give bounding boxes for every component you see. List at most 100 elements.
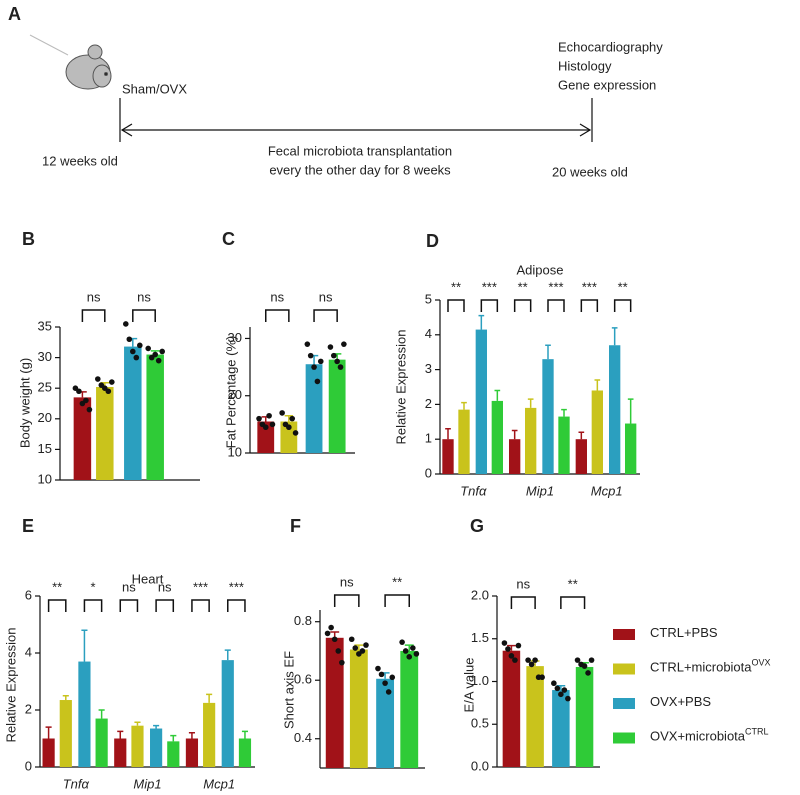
y-tick-label: 0.0 bbox=[471, 758, 489, 773]
data-point bbox=[86, 406, 93, 413]
data-point bbox=[314, 378, 321, 385]
error-bar bbox=[545, 344, 551, 360]
significance-label: ** bbox=[618, 279, 628, 294]
bar bbox=[609, 345, 621, 474]
bar bbox=[114, 738, 127, 767]
data-point bbox=[375, 665, 381, 672]
x-tick-label: Mcp1 bbox=[203, 776, 235, 791]
data-point bbox=[565, 695, 571, 702]
data-point bbox=[292, 430, 299, 436]
significance-bracket bbox=[227, 599, 246, 612]
error-bar bbox=[188, 732, 195, 739]
significance-label: ** bbox=[518, 279, 528, 294]
error-bar bbox=[170, 734, 177, 742]
error-bar bbox=[62, 695, 69, 701]
error-bar bbox=[627, 398, 634, 424]
error-bar bbox=[611, 327, 618, 346]
y-tick-label: 0.8 bbox=[294, 613, 312, 628]
data-point bbox=[330, 352, 337, 359]
y-tick-label: 4 bbox=[25, 644, 32, 659]
legend-swatch bbox=[613, 629, 635, 640]
bar bbox=[509, 439, 521, 474]
data-point bbox=[307, 352, 314, 359]
y-tick-label: 0.4 bbox=[294, 730, 312, 745]
significance-bracket bbox=[81, 309, 106, 322]
y-tick-label: 0.5 bbox=[471, 716, 489, 731]
bar bbox=[400, 650, 419, 768]
bar bbox=[305, 364, 323, 453]
significance-label: *** bbox=[548, 279, 563, 294]
significance-label: ns bbox=[340, 574, 354, 589]
data-point bbox=[262, 424, 269, 431]
data-point bbox=[289, 415, 296, 422]
significance-label: * bbox=[91, 579, 96, 594]
start-age: 12 weeks old bbox=[42, 153, 118, 168]
data-point bbox=[123, 321, 129, 327]
endpoint: Echocardiography bbox=[558, 39, 663, 54]
data-point bbox=[554, 685, 561, 692]
error-bar bbox=[478, 314, 485, 330]
data-point bbox=[352, 645, 359, 651]
error-bar bbox=[561, 408, 567, 417]
data-point bbox=[133, 354, 140, 361]
error-bar bbox=[445, 428, 451, 440]
significance-bracket bbox=[83, 599, 103, 612]
error-bar bbox=[494, 389, 501, 401]
error-bar bbox=[45, 726, 52, 739]
bar bbox=[328, 359, 346, 453]
bar bbox=[221, 660, 234, 767]
bar bbox=[124, 346, 142, 480]
chart: C Fat Percentage (%)10 20 30 ns ns bbox=[222, 229, 355, 459]
data-point bbox=[328, 624, 334, 631]
data-point bbox=[508, 653, 515, 659]
y-tick-label: 25 bbox=[38, 380, 52, 395]
significance-label: *** bbox=[229, 579, 244, 594]
data-point bbox=[339, 659, 345, 666]
legend-name: OVX+microbiota bbox=[650, 729, 746, 744]
bar bbox=[542, 359, 554, 474]
bar bbox=[591, 390, 603, 474]
bar bbox=[131, 725, 144, 767]
bar bbox=[185, 738, 199, 767]
chart: B Body weight (g) 10 15 20 25 30 35 ns ns bbox=[17, 229, 200, 486]
data-point bbox=[159, 348, 165, 355]
panel-label: F bbox=[290, 516, 301, 536]
bar bbox=[558, 416, 570, 474]
bar bbox=[349, 649, 368, 768]
y-tick-label: 2.0 bbox=[471, 587, 489, 602]
data-point bbox=[389, 674, 396, 681]
data-point bbox=[348, 636, 355, 643]
data-point bbox=[378, 671, 385, 678]
y-tick-label: 0.6 bbox=[294, 672, 312, 687]
data-point bbox=[83, 397, 89, 404]
chart-title: Adipose bbox=[517, 262, 564, 277]
significance-label: ns bbox=[158, 579, 172, 594]
data-point bbox=[359, 648, 366, 654]
bar bbox=[442, 439, 454, 474]
bar bbox=[203, 702, 216, 767]
significance-bracket bbox=[265, 309, 290, 322]
data-point bbox=[335, 648, 342, 654]
error-bar bbox=[594, 379, 601, 391]
y-tick-label: 30 bbox=[38, 349, 52, 364]
data-point bbox=[363, 642, 369, 648]
error-bar bbox=[81, 629, 88, 662]
bar bbox=[575, 439, 587, 474]
y-axis-label: Short axis EF bbox=[281, 651, 296, 729]
bar bbox=[525, 407, 537, 474]
error-bar bbox=[461, 401, 467, 410]
y-tick-label: 0 bbox=[425, 465, 432, 480]
data-point bbox=[574, 657, 581, 663]
data-point bbox=[317, 358, 324, 365]
panel-label: E bbox=[22, 516, 34, 536]
bar bbox=[42, 738, 55, 767]
endpoint: Histology bbox=[558, 58, 612, 73]
data-point bbox=[76, 388, 82, 395]
significance-label: ns bbox=[87, 289, 101, 304]
error-bar bbox=[224, 649, 231, 661]
bar bbox=[625, 423, 637, 474]
bar bbox=[167, 741, 180, 767]
data-point bbox=[126, 336, 133, 343]
bar bbox=[96, 386, 114, 480]
